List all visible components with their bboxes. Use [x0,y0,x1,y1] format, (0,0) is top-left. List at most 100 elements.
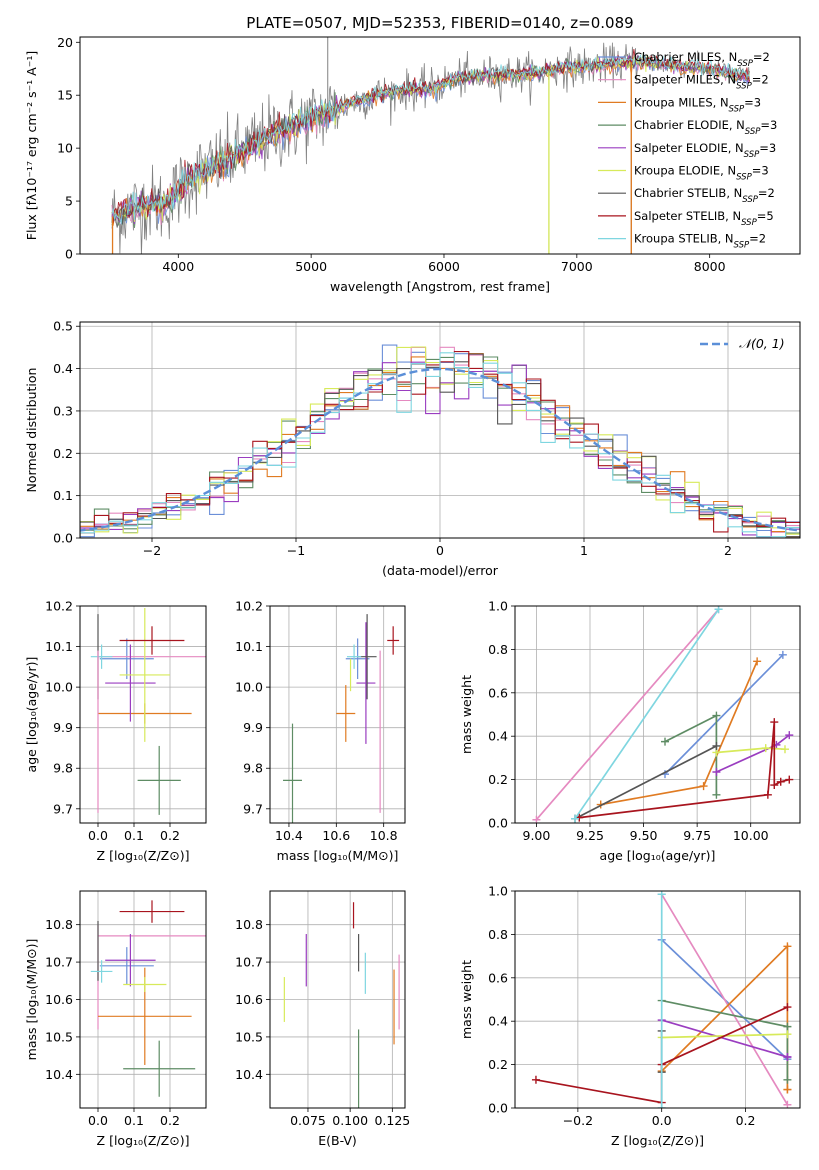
y-axis-label: mass [log₁₀(M/M⊙)] [24,939,39,1061]
legend-label: Chabrier STELIB, NSSP=2 [634,186,775,205]
y-tick-label: 0.0 [488,816,508,831]
plot-area-EBV [283,902,400,1108]
y-tick-label: 1.0 [488,599,508,614]
x-tick-label: 0.100 [332,1113,368,1128]
axes-weights-vs-Z: −0.2 0.0 0.2 0.0 0.2 0.4 0.6 0.8 1.0 Z [log₁₀(Z/Z… [459,884,801,1148]
y-tick-label: 10.1 [45,639,73,654]
errorbar-point [387,626,400,655]
weight-series [596,657,762,809]
y-tick-label: 0.4 [488,1014,508,1029]
weight-marker [770,781,779,790]
y-tick-label: 5 [65,194,73,209]
axes-EBV: 0.075 0.100 0.125 10.4 10.5 10.6 10.7 10.8 E(B-V… [235,890,410,1148]
y-tick-label: 0 [65,247,73,262]
x-axis-label: E(B-V) [318,1133,357,1148]
weight-marker [783,942,792,951]
plot-area-mass-vs-Z [90,900,206,1097]
figure-title: PLATE=0507, MJD=52353, FIBERID=0140, z=0… [246,14,633,32]
axes-frame [79,321,801,539]
model-spectrum [111,49,750,224]
x-tick-label: 0.0 [88,828,108,843]
axes-age-vs-mass: 10.4 10.6 10.8 9.7 9.8 9.9 10.0 10.1 10.2 mass [l… [235,599,406,863]
legend-label: Salpeter STELIB, NSSP=5 [634,209,774,228]
x-tick-label: 0.2 [160,828,180,843]
y-tick-label: 0.2 [488,772,508,787]
weight-line [661,1019,788,1058]
x-tick-label: 0.1 [124,1113,144,1128]
x-tick-label: 0.2 [160,1113,180,1128]
y-tick-label: 9.8 [243,761,263,776]
y-tick-label: 0.0 [488,1101,508,1116]
weight-line [574,745,717,820]
weight-marker [532,815,541,823]
weight-line [574,608,720,820]
weight-marker [712,790,721,799]
errorbar-point [137,745,181,815]
y-tick-label: 9.8 [53,761,73,776]
weight-line [600,660,758,806]
y-tick-label: 10.2 [235,599,263,614]
legend-label: 𝒩(0, 1) [739,336,785,351]
weight-marker [714,606,723,614]
weight-line [660,893,789,1106]
y-tick-label: 0.2 [53,446,73,461]
y-tick-label: 10.0 [235,680,263,695]
y-tick-label: 10.6 [235,992,263,1007]
y-tick-label: 0.8 [488,927,508,942]
plot-area-age-vs-mass [283,614,400,823]
x-tick-label: 0 [436,543,444,558]
errorbar-point [346,644,362,669]
y-tick-label: 9.7 [243,801,263,816]
x-tick-label: 1 [580,543,588,558]
x-tick-label: −2 [143,543,161,558]
weight-marker [712,711,721,720]
weight-marker [783,1053,792,1062]
weight-series [657,891,792,1108]
y-tick-label: 10.5 [235,1029,263,1044]
weight-marker [531,1075,540,1084]
legend-label: Chabrier ELODIE, NSSP=3 [634,118,777,137]
weight-marker [783,1085,792,1094]
x-tick-label: 4000 [162,259,194,274]
x-axis-label: Z [log₁₀(Z/Z⊙)] [97,848,190,863]
x-tick-label: 10.4 [275,828,303,843]
y-tick-label: 0.2 [488,1057,508,1072]
weight-marker [783,1003,792,1012]
x-tick-label: 7000 [561,259,593,274]
x-tick-label: 8000 [694,259,726,274]
y-tick-label: 9.9 [243,720,263,735]
axes-frame [79,36,801,255]
axes-frame [269,890,406,1109]
plot-area-weights-vs-age [532,606,794,823]
errorbar-point [99,638,154,680]
x-tick-label: 10.00 [733,828,769,843]
x-tick-label: 0.0 [652,1113,672,1128]
plot-area-weights-vs-Z [531,891,792,1108]
weight-marker [783,1075,792,1084]
histogram-step [80,352,800,538]
weight-marker [761,744,770,753]
y-tick-label: 10.7 [235,955,263,970]
weight-line [664,714,718,795]
errorbar-point [283,723,302,823]
weight-line [535,608,720,821]
x-axis-label: (data-model)/error [382,563,499,578]
errorbar-point [123,977,167,993]
x-tick-label: 10.8 [370,828,398,843]
axes-age-vs-Z: 0.0 0.1 0.2 9.7 9.8 9.9 10.0 10.1 10.2 Z [log₁₀(Z… [24,599,207,863]
y-tick-label: 20 [57,35,73,50]
weight-marker [770,718,779,727]
x-axis-label: mass [log₁₀(M/M⊙)] [277,848,399,863]
x-tick-label: −0.2 [563,1113,593,1128]
y-tick-label: 10 [57,141,73,156]
normal-curve [80,367,800,532]
y-tick-label: 0.5 [53,319,73,334]
y-tick-label: 10.5 [45,1029,73,1044]
y-tick-label: 10.7 [45,955,73,970]
weight-marker [783,1100,792,1108]
y-axis-label: mass weight [459,960,474,1039]
y-tick-label: 0.3 [53,403,73,418]
y-tick-label: 10.4 [45,1067,73,1082]
y-tick-label: 10.6 [45,992,73,1007]
